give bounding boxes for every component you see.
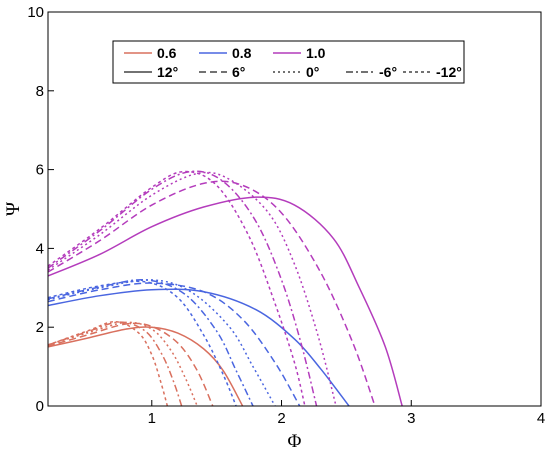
- series-line-2: [47, 321, 198, 407]
- legend-label-2: 1.0: [306, 45, 326, 61]
- x-tick-label-2: 3: [407, 410, 415, 427]
- y-tick-label-4: 8: [36, 83, 44, 100]
- y-tick-label-2: 4: [36, 240, 44, 257]
- series-line-0: [47, 326, 244, 407]
- legend-label-0: 0.6: [157, 45, 177, 61]
- legend-angle-label-4: -12°: [436, 64, 462, 80]
- x-tick-label-3: 4: [537, 410, 545, 427]
- series-line-10: [47, 196, 403, 407]
- series-line-14: [47, 170, 306, 407]
- series-line-8: [47, 279, 254, 407]
- y-tick-label-3: 6: [36, 162, 44, 179]
- y-tick-label-1: 2: [36, 319, 44, 336]
- legend-angle-label-0: 12°: [157, 64, 178, 80]
- series-line-4: [47, 320, 169, 407]
- series-line-11: [47, 180, 376, 407]
- x-axis-label: Φ: [288, 431, 302, 452]
- y-axis-label: Ψ: [3, 202, 24, 216]
- plot-frame: [47, 11, 542, 407]
- x-tick-label-0: 1: [148, 410, 156, 427]
- series-line-7: [47, 279, 276, 407]
- legend-label-1: 0.8: [232, 45, 252, 61]
- axis-ticks: 1 2 3 4 0 2 4 6 8 10: [27, 4, 545, 427]
- x-tick-label-1: 2: [277, 410, 285, 427]
- legend-angle-label-3: -6°: [379, 64, 397, 80]
- legend-angle-label-2: 0°: [306, 64, 319, 80]
- series-line-3: [47, 321, 183, 407]
- series-line-12: [47, 171, 337, 407]
- legend-box: [112, 40, 465, 84]
- series-line-6: [47, 282, 301, 407]
- series-line-13: [47, 170, 318, 407]
- plot-lines: [47, 170, 403, 407]
- legend-angle-label-1: 6°: [232, 64, 245, 80]
- y-tick-label-5: 10: [27, 4, 44, 21]
- series-line-5: [47, 288, 350, 407]
- legend: 0.6 0.8 1.0 12° 6° 0° -6° -12°: [112, 40, 465, 84]
- y-tick-label-0: 0: [36, 398, 44, 415]
